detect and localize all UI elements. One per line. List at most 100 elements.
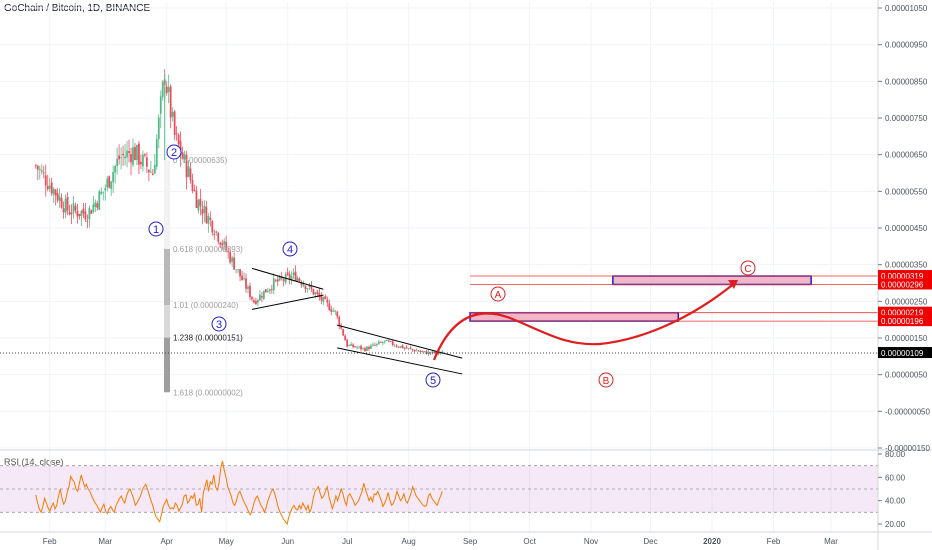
candle-body — [227, 250, 230, 253]
wave-label-circle — [282, 241, 298, 257]
candle-body — [203, 205, 206, 213]
candle-body — [38, 168, 41, 171]
candle-body — [140, 161, 142, 165]
fib-band — [164, 305, 170, 338]
candle-body — [58, 196, 61, 201]
candle-body — [225, 241, 228, 251]
candle-body — [312, 289, 315, 295]
candle-body — [217, 232, 220, 242]
candle-body — [126, 150, 128, 158]
candle-body — [306, 288, 309, 290]
candle-body — [86, 221, 89, 223]
rsi-title: RSI (14, close) — [4, 457, 64, 467]
candle-body — [62, 208, 65, 213]
candle-body — [143, 154, 146, 156]
fib-level-label: 0.618 (0.00000393) — [173, 245, 243, 254]
candle-body — [403, 347, 406, 349]
candle-body — [52, 188, 55, 195]
candle-body — [114, 165, 117, 173]
candle-body — [128, 151, 130, 154]
fib-level-label: 0 (0.00000635) — [173, 156, 228, 165]
candle-body — [397, 346, 400, 348]
fib-band — [164, 248, 170, 305]
candle-body — [191, 180, 194, 191]
rsi-line — [35, 460, 443, 526]
candle-body — [296, 277, 299, 282]
candle-body — [46, 185, 49, 190]
candle-body — [142, 154, 144, 167]
candle-body — [334, 310, 337, 312]
candle-body — [223, 240, 226, 245]
candle-body — [274, 279, 277, 281]
candle-body — [366, 346, 368, 351]
projection-curve — [432, 281, 737, 361]
candle-body — [338, 317, 341, 326]
candle-body — [116, 158, 119, 166]
time-tick-label: May — [219, 537, 234, 546]
candle-body — [124, 156, 126, 159]
candle-body — [421, 350, 424, 352]
candle-body — [395, 345, 398, 347]
candle-body — [68, 212, 71, 215]
price-tick-label: 0.00000750 — [885, 114, 928, 123]
candle-body — [352, 344, 354, 347]
candle-body — [433, 351, 436, 354]
candle-body — [132, 147, 134, 165]
time-tick-label: Mar — [98, 537, 112, 546]
fib-band — [164, 337, 170, 393]
wave-label: 2 — [171, 147, 177, 159]
fib-level-label: 1.618 (0.00000002) — [173, 388, 243, 397]
wave-label-circle — [740, 260, 756, 276]
candle-body — [199, 198, 202, 207]
candle-body — [48, 185, 51, 189]
candle-body — [383, 340, 386, 342]
candle-body — [294, 271, 297, 281]
candle-body — [364, 348, 366, 352]
candle-body — [167, 87, 170, 93]
candle-body — [64, 198, 67, 214]
grid — [0, 2, 878, 532]
candle-body — [417, 350, 420, 352]
candle-body — [413, 349, 416, 352]
candle-body — [370, 345, 372, 349]
price-tick-label: 0.00000450 — [885, 224, 928, 233]
candle-body — [175, 133, 178, 134]
candle-body — [302, 284, 305, 287]
candle-body — [405, 347, 408, 349]
candle-body — [147, 169, 150, 173]
candle-body — [151, 173, 154, 176]
candle-body — [387, 340, 390, 342]
price-tick-label: 0.00001050 — [885, 4, 928, 13]
candle-body — [439, 353, 442, 354]
candle-body — [136, 144, 138, 161]
trend-line — [337, 347, 463, 375]
price-tick-label: -0.00000050 — [885, 407, 930, 416]
candle-body — [358, 346, 360, 348]
candle-body — [419, 351, 422, 352]
candle-body — [245, 278, 247, 289]
candle-body — [336, 311, 339, 317]
candle-body — [348, 345, 351, 347]
candle-body — [393, 345, 396, 347]
candle-body — [368, 346, 370, 350]
candle-body — [138, 143, 140, 165]
rsi-tick-label: 20.00 — [885, 520, 906, 529]
candle-body — [243, 278, 245, 280]
wave-label-circle — [490, 286, 506, 302]
candle-body — [122, 153, 124, 156]
candle-body — [76, 210, 79, 217]
candle-body — [251, 296, 253, 300]
candle-body — [330, 309, 333, 312]
rsi-tick-label: 80.00 — [885, 450, 906, 459]
candle-body — [375, 343, 378, 345]
candle-body — [264, 289, 267, 293]
price-tick-label: -0.00000150 — [885, 444, 930, 453]
candle-body — [207, 216, 210, 224]
candle-body — [189, 168, 192, 181]
wave-label: C — [744, 264, 751, 275]
wave-label-circle — [211, 316, 227, 332]
candle-body — [241, 275, 243, 281]
candle-body — [185, 154, 188, 178]
